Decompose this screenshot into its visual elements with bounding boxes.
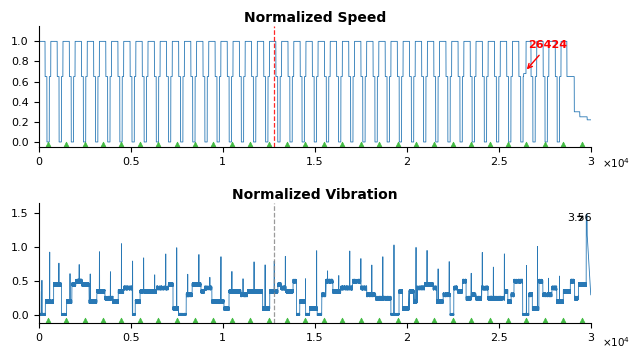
- Title: Normalized Vibration: Normalized Vibration: [232, 188, 397, 201]
- Text: 3.56: 3.56: [567, 213, 591, 223]
- Title: Normalized Speed: Normalized Speed: [244, 11, 386, 25]
- Text: 26424: 26424: [528, 40, 567, 68]
- Text: $\times10^4$: $\times10^4$: [602, 335, 630, 349]
- Text: $\times10^4$: $\times10^4$: [602, 157, 630, 170]
